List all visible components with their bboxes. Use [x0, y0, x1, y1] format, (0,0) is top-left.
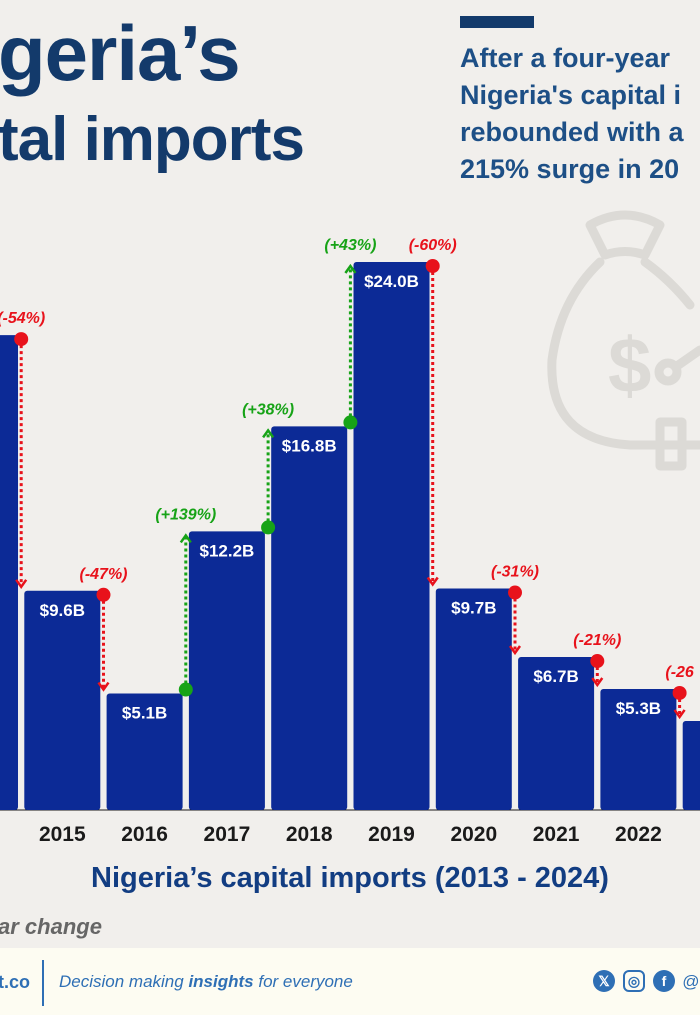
title-line-1: geria’s	[0, 9, 241, 97]
footer: t.co Decision making insights for everyo…	[0, 948, 700, 1015]
value-label-2017: $12.2B	[199, 541, 254, 560]
subtitle-line-2: Nigeria's capital i	[460, 80, 682, 110]
facebook-icon[interactable]: f	[653, 970, 675, 992]
subtitle-line-3: rebounded with a	[460, 117, 684, 147]
subtitle: After a four-year Nigeria's capital i re…	[460, 40, 700, 188]
change-label-4: (+43%)	[324, 237, 376, 254]
x-axis-title: Nigeria’s capital imports (2013 - 2024)	[91, 862, 609, 894]
footer-brand[interactable]: t.co	[0, 972, 31, 992]
bar-2017	[188, 531, 265, 810]
tick-label-2021: 2021	[533, 823, 580, 846]
change-connector-6: (-31%)	[491, 564, 539, 656]
change-label-8: (-26	[665, 664, 694, 681]
change-connector-7: (-21%)	[573, 632, 621, 688]
bar-2016	[106, 693, 183, 810]
footer-tagline: Decision making insights for everyone	[59, 972, 353, 992]
bar-2018	[271, 426, 348, 810]
title-line-2: tal imports	[0, 105, 305, 174]
change-label-2: (+139%)	[155, 506, 216, 523]
bar-chart: $ (-54%) (-47%) (+139%) (+38%) (+43%) (-60%) (…	[0, 210, 700, 846]
bar-2	[682, 720, 700, 810]
tick-label-2020: 2020	[450, 823, 497, 846]
tagline-bold: insights	[188, 972, 254, 991]
bar-2020	[435, 588, 512, 810]
bar-2022	[600, 688, 677, 810]
change-connector-0: (-54%)	[0, 310, 45, 589]
bar-4	[0, 335, 18, 810]
money-bag-icon: $	[547, 210, 700, 471]
change-label-5: (-60%)	[409, 237, 457, 254]
change-label-1: (-47%)	[79, 566, 127, 583]
value-label-2022: $5.3B	[616, 699, 661, 718]
change-label-3: (+38%)	[242, 401, 294, 418]
value-label-2021: $6.7B	[533, 667, 578, 686]
legend-note: ar change	[0, 914, 102, 939]
change-connector-8: (-26	[665, 664, 694, 720]
change-label-7: (-21%)	[573, 632, 621, 649]
change-connector-3: (+38%)	[242, 401, 294, 535]
bar-2019	[353, 262, 430, 810]
change-connector-5: (-60%)	[409, 237, 457, 587]
instagram-icon[interactable]: ◎	[623, 970, 645, 992]
bar-2015	[24, 590, 101, 810]
tick-label-2018: 2018	[286, 823, 333, 846]
footer-divider	[42, 960, 44, 1006]
change-connector-4: (+43%)	[324, 237, 376, 430]
tick-label-2022: 2022	[615, 823, 662, 846]
tick-label-2017: 2017	[204, 823, 251, 846]
subtitle-line-1: After a four-year	[460, 43, 671, 73]
tagline-pre: Decision making	[59, 972, 189, 991]
change-label-6: (-31%)	[491, 564, 539, 581]
bar-2021	[518, 657, 595, 810]
tagline-post: for everyone	[253, 972, 353, 991]
value-label-2020: $9.7B	[451, 599, 496, 618]
value-label-2016: $5.1B	[122, 704, 167, 723]
svg-text:$: $	[608, 321, 651, 409]
tick-label-2019: 2019	[368, 823, 415, 846]
change-connector-1: (-47%)	[79, 566, 128, 692]
tick-label-2015: 2015	[39, 823, 86, 846]
change-label-0: (-54%)	[0, 310, 45, 327]
tick-label-2016: 2016	[121, 823, 168, 846]
accent-bar	[460, 16, 534, 28]
value-label-2019: $24.0B	[364, 272, 419, 291]
social-handle[interactable]: @	[682, 972, 700, 991]
change-connector-2: (+139%)	[155, 506, 216, 697]
x-icon[interactable]: 𝕏	[593, 970, 615, 992]
subtitle-line-4: 215% surge in 20	[460, 154, 680, 184]
value-label-2015: $9.6B	[40, 601, 85, 620]
value-label-2018: $16.8B	[282, 436, 337, 455]
